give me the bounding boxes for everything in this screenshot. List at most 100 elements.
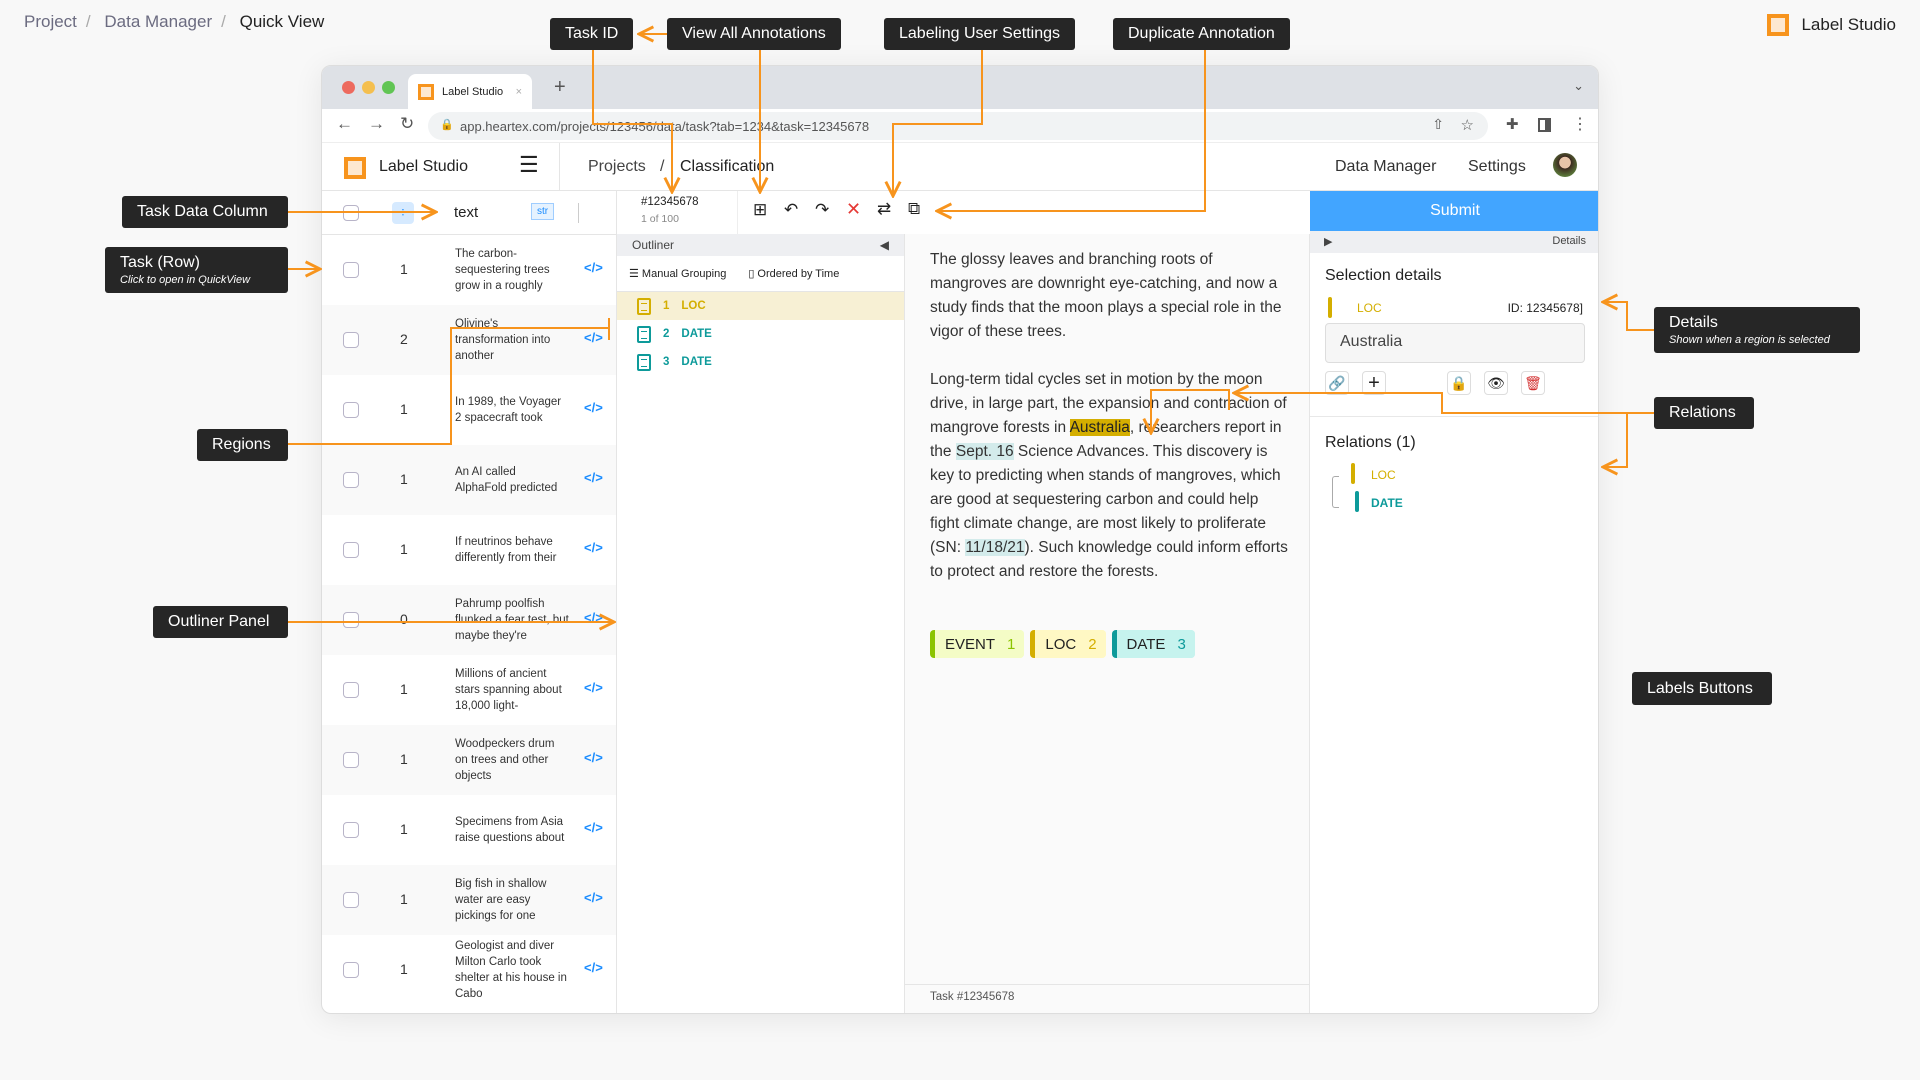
settings-switch-icon[interactable]: ⇄: [877, 199, 892, 218]
table-row[interactable]: 1 The carbon-sequestering trees grow in a…: [322, 235, 616, 305]
browser-tab[interactable]: Label Studio ×: [408, 74, 532, 109]
url-input[interactable]: 🔒 app.heartex.com/projects/123456/data/ta…: [428, 112, 1488, 140]
table-row[interactable]: 1 Woodpeckers drum on trees and other obj…: [322, 725, 616, 795]
chevron-down-icon[interactable]: ⌄: [1573, 78, 1584, 93]
code-icon[interactable]: </>: [584, 750, 603, 765]
table-row[interactable]: 1 Specimens from Asia raise questions abo…: [322, 795, 616, 865]
breadcrumb: Project / Data Manager / Quick View: [24, 12, 325, 31]
submit-button[interactable]: Submit: [1310, 191, 1598, 231]
nav-projects[interactable]: Projects: [588, 158, 646, 175]
app-logo-icon: [344, 157, 366, 179]
code-icon[interactable]: </>: [584, 470, 603, 485]
back-icon[interactable]: ←: [336, 114, 353, 133]
undo-icon[interactable]: ↶: [784, 200, 799, 219]
table-row[interactable]: 1 Big fish in shallow water are easy pick…: [322, 865, 616, 935]
link-icon[interactable]: 🔗: [1325, 371, 1349, 395]
sidebar-icon[interactable]: [1538, 118, 1551, 132]
table-row[interactable]: 1 If neutrinos behave differently from th…: [322, 515, 616, 585]
table-row[interactable]: 2 Olivine's transformation into another </…: [322, 305, 616, 375]
code-icon[interactable]: </>: [584, 330, 603, 345]
connector-relations-list: [1603, 412, 1654, 467]
hamburger-menu-icon[interactable]: ☰: [519, 152, 539, 177]
minimize-window-button[interactable]: [362, 81, 375, 94]
table-row[interactable]: 0 Pahrump poolfish flunked a fear test, b…: [322, 585, 616, 655]
breadcrumb-data-manager[interactable]: Data Manager: [104, 12, 213, 31]
view-all-annotations-icon[interactable]: ⊞: [753, 200, 768, 219]
app-header: Label Studio ☰ Projects / Classification…: [322, 143, 1598, 191]
region-item[interactable]: 2 DATE: [617, 320, 904, 348]
text-paragraph-1[interactable]: The glossy leaves and branching roots of…: [930, 251, 1282, 340]
user-avatar[interactable]: [1553, 153, 1577, 177]
breadcrumb-project[interactable]: Project: [24, 12, 77, 31]
column-header-text[interactable]: text: [454, 204, 479, 221]
nav-project-classification[interactable]: Classification: [680, 158, 775, 175]
code-icon[interactable]: </>: [584, 890, 603, 905]
forward-icon[interactable]: →: [368, 114, 385, 133]
row-checkbox[interactable]: [343, 682, 359, 698]
relation-from[interactable]: LOC: [1371, 468, 1396, 482]
order-button[interactable]: ▯ Ordered by Time: [748, 268, 840, 280]
column-drag-icon[interactable]: ⁘: [392, 202, 414, 224]
table-row[interactable]: 1 Millions of ancient stars spanning abou…: [322, 655, 616, 725]
table-row[interactable]: 1 In 1989, the Voyager 2 spacecraft took <…: [322, 375, 616, 445]
collapse-outliner-icon[interactable]: ◀: [879, 238, 889, 252]
row-checkbox[interactable]: [343, 962, 359, 978]
table-row[interactable]: 1 An AI called AlphaFold predicted </>: [322, 445, 616, 515]
region-item[interactable]: 1 LOC: [617, 292, 904, 320]
url-text: app.heartex.com/projects/123456/data/tas…: [460, 118, 870, 134]
delete-icon[interactable]: 🗑: [1521, 371, 1545, 395]
reset-icon[interactable]: ✕: [846, 199, 862, 219]
code-icon[interactable]: </>: [584, 610, 603, 625]
code-icon[interactable]: </>: [584, 260, 603, 275]
label-button-date[interactable]: DATE 3: [1111, 630, 1195, 658]
row-checkbox[interactable]: [343, 752, 359, 768]
task-list: ⁘ text str 1 The carbon-sequestering tree…: [322, 191, 617, 1013]
close-window-button[interactable]: [342, 81, 355, 94]
row-checkbox[interactable]: [343, 262, 359, 278]
region-loc-highlight[interactable]: Australia: [1069, 419, 1130, 436]
row-checkbox[interactable]: [343, 472, 359, 488]
region-date-highlight[interactable]: Sept. 16: [955, 443, 1014, 460]
label-button-loc[interactable]: LOC 2: [1030, 630, 1106, 658]
region-text-field[interactable]: Australia: [1325, 323, 1585, 363]
nav-data-manager[interactable]: Data Manager: [1335, 158, 1437, 175]
add-icon[interactable]: +: [1362, 371, 1386, 395]
duplicate-icon[interactable]: ⧉: [908, 199, 921, 218]
close-tab-icon[interactable]: ×: [515, 85, 522, 98]
row-checkbox[interactable]: [343, 542, 359, 558]
maximize-window-button[interactable]: [382, 81, 395, 94]
region-date-highlight[interactable]: 11/18/21: [965, 539, 1025, 556]
code-icon[interactable]: </>: [584, 820, 603, 835]
annotation-count: 1: [400, 891, 408, 907]
label-hotkey: 1: [1007, 635, 1016, 653]
expand-icon[interactable]: ▶: [1324, 236, 1333, 248]
code-icon[interactable]: </>: [584, 960, 603, 975]
row-checkbox[interactable]: [343, 612, 359, 628]
region-item[interactable]: 3 DATE: [617, 348, 904, 376]
table-row[interactable]: 1 Geologist and diver Milton Carlo took s…: [322, 935, 616, 1005]
star-icon[interactable]: ☆: [1460, 117, 1474, 134]
row-checkbox[interactable]: [343, 332, 359, 348]
manual-grouping-button[interactable]: ☰ Manual Grouping: [629, 268, 727, 280]
reload-icon[interactable]: ↻: [400, 114, 415, 133]
label-button-event[interactable]: EVENT 1: [930, 630, 1025, 658]
row-checkbox[interactable]: [343, 892, 359, 908]
extensions-icon[interactable]: ✚: [1506, 116, 1519, 133]
text-paragraph-2[interactable]: Long-term tidal cycles set in motion by …: [930, 371, 1288, 580]
redo-icon[interactable]: ↷: [815, 200, 830, 219]
visibility-icon[interactable]: 👁: [1484, 371, 1508, 395]
row-checkbox[interactable]: [343, 402, 359, 418]
menu-dots-icon[interactable]: ⋮: [1572, 116, 1588, 133]
nav-settings[interactable]: Settings: [1468, 158, 1526, 175]
code-icon[interactable]: </>: [584, 400, 603, 415]
row-checkbox[interactable]: [343, 822, 359, 838]
task-id: #12345678: [641, 196, 699, 208]
code-icon[interactable]: </>: [584, 540, 603, 555]
share-icon[interactable]: ⇧: [1432, 116, 1444, 132]
details-tab[interactable]: ▶ Details: [1310, 231, 1598, 253]
new-tab-button[interactable]: +: [554, 76, 566, 98]
select-all-checkbox[interactable]: [343, 205, 359, 221]
code-icon[interactable]: </>: [584, 680, 603, 695]
relation-to[interactable]: DATE: [1371, 496, 1403, 510]
lock-region-icon[interactable]: 🔒: [1447, 371, 1471, 395]
